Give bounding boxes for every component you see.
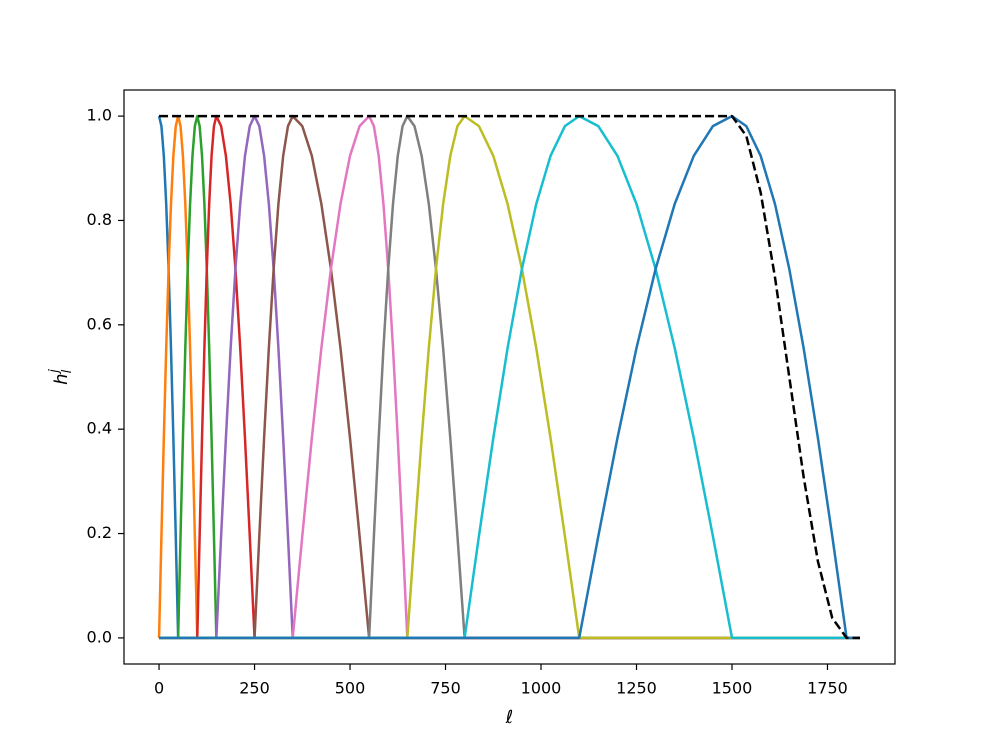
- x-tick-label: 1750: [807, 679, 848, 698]
- y-tick-label: 0.4: [87, 419, 112, 438]
- band-line: [159, 114, 860, 640]
- x-tick-label: 750: [430, 679, 461, 698]
- band-line: [157, 115, 860, 640]
- band-line: [159, 114, 860, 640]
- axes-frame: [123, 89, 896, 665]
- band-line: [159, 114, 860, 640]
- y-axis-label: hlj: [47, 369, 75, 385]
- band-line: [159, 114, 860, 640]
- y-label-sub: l: [60, 369, 75, 373]
- y-tick-label: 0.6: [87, 314, 112, 333]
- x-tick-label: 250: [239, 679, 270, 698]
- band-line: [159, 114, 860, 640]
- y-tick-label: 0.0: [87, 627, 112, 646]
- band-line: [159, 114, 860, 640]
- band-line: [159, 114, 860, 640]
- plot-area: [157, 114, 860, 640]
- x-tick-label: 0: [154, 679, 164, 698]
- y-label-base: h: [51, 373, 72, 384]
- band-line: [159, 114, 860, 640]
- x-axis-label: ℓ: [505, 707, 513, 728]
- band-line: [157, 114, 860, 640]
- dashed-line: [159, 114, 860, 640]
- y-tick-label: 0.8: [87, 210, 112, 229]
- band-line: [159, 114, 860, 640]
- x-tick-label: 1000: [521, 679, 562, 698]
- x-tick-label: 1500: [712, 679, 753, 698]
- y-label-sup: j: [47, 369, 62, 375]
- x-tick-label: 500: [335, 679, 366, 698]
- y-tick-label: 0.2: [87, 523, 112, 542]
- y-tick-label: 1.0: [87, 106, 112, 125]
- x-tick-label: 1250: [616, 679, 657, 698]
